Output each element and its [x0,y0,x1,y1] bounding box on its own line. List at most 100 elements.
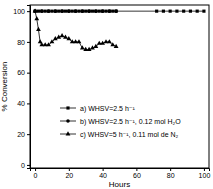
series-marker [61,10,64,13]
x-tick-label: 0 [34,172,38,179]
y-tick-mark [27,134,30,135]
series-marker [182,10,185,13]
series-marker [101,10,104,13]
series-marker [189,10,192,13]
y-axis: 0 20 40 60 80 100 [13,6,30,169]
x-tick: 0 [34,168,38,179]
series-marker [54,9,58,13]
series-marker [47,10,50,13]
legend-label: a) WHSV=2.5 h⁻¹ [80,105,136,113]
series-marker [34,16,39,20]
chart: 0 20 40 60 80 100 0 20 40 60 80 100 a) WHSV=2.5 h⁻¹ b… [0,0,213,189]
y-axis-line [27,6,31,169]
series-marker [202,10,205,13]
legend-entry: c) WHSV=5 h⁻¹, 0.11 mol de N₂ [60,131,179,139]
series-marker [114,9,118,13]
y-tick: 40 [17,100,30,107]
x-tick-label: 40 [99,172,107,179]
series-marker [67,10,70,13]
y-tick-label: 100 [13,8,25,15]
series-marker [196,10,199,13]
x-axis: 0 20 40 60 80 100 [31,168,211,179]
series-marker [36,27,41,31]
x-tick-mark [204,168,205,171]
y-tick-mark [27,42,30,43]
x-tick-label: 100 [199,172,211,179]
legend-entry: a) WHSV=2.5 h⁻¹ [60,105,136,113]
series-marker [107,39,112,43]
series-marker [87,9,91,13]
series-marker [108,10,111,13]
x-axis-title: Hours [109,180,130,189]
y-tick-label: 40 [17,100,25,107]
legend-marker [66,119,70,123]
x-tick-label: 60 [133,172,141,179]
y-tick-mark [27,73,30,74]
series-marker [94,9,98,13]
y-tick-label: 20 [17,131,25,138]
y-tick-mark [27,165,30,166]
y-tick: 100 [13,8,30,15]
y-tick-mark [27,11,30,12]
series-marker [63,35,68,39]
legend-marker [66,106,69,109]
series-marker [110,42,115,46]
series-marker [60,9,64,13]
series-marker [66,36,71,40]
data-area [33,8,206,51]
series-marker [33,8,38,12]
legend-marker [66,131,71,135]
x-tick-mark [35,168,36,171]
legend: a) WHSV=2.5 h⁻¹ b) WHSV=2.5 h⁻¹, 0.12 mol… [60,105,181,139]
series-marker [94,10,97,13]
x-tick: 80 [167,168,175,179]
series-marker [169,10,172,13]
y-tick-label: 80 [17,39,25,46]
x-tick-mark [170,168,171,171]
y-tick-mark [27,103,30,104]
y-tick: 20 [17,131,30,138]
series-marker [175,10,178,13]
x-tick-label: 20 [65,172,73,179]
x-tick: 40 [99,168,107,179]
x-tick-mark [69,168,70,171]
series-marker [81,10,84,13]
series-marker [81,9,85,13]
series-marker [40,9,44,13]
plot: 0 20 40 60 80 100 0 20 40 60 80 100 a) WHSV=2.5 h⁻¹ b… [13,5,210,179]
x-tick-mark [136,168,137,171]
x-tick-label: 80 [167,172,175,179]
y-axis-title: % Conversion [0,62,9,112]
y-tick: 0 [21,162,30,169]
series-marker [54,10,57,13]
series-marker [67,9,71,13]
x-tick: 20 [65,168,73,179]
series-marker [162,10,165,13]
series-marker [101,9,105,13]
y-tick: 60 [17,69,30,76]
series-marker [77,39,82,43]
series-marker [33,9,37,13]
series-marker [74,10,77,13]
legend-label: c) WHSV=5 h⁻¹, 0.11 mol de N₂ [80,131,179,139]
series-marker [74,9,78,13]
x-tick-mark [103,168,104,171]
series-marker [47,9,51,13]
y-tick: 80 [17,39,30,46]
series-marker [155,10,158,13]
x-tick: 60 [133,168,141,179]
series-marker [108,9,112,13]
series-marker [60,33,65,37]
series-marker [115,10,118,13]
x-axis-line [31,169,210,172]
series-marker [40,10,43,13]
series-line [35,11,116,49]
series-marker [80,45,85,49]
series-marker [88,10,91,13]
series-marker [114,44,119,48]
legend-label: b) WHSV=2.5 h⁻¹, 0.12 mol H₂O [80,118,181,126]
y-tick-label: 60 [17,69,25,76]
legend-entry: b) WHSV=2.5 h⁻¹, 0.12 mol H₂O [60,118,181,126]
y-tick-label: 0 [21,162,25,169]
x-tick: 100 [199,168,211,179]
